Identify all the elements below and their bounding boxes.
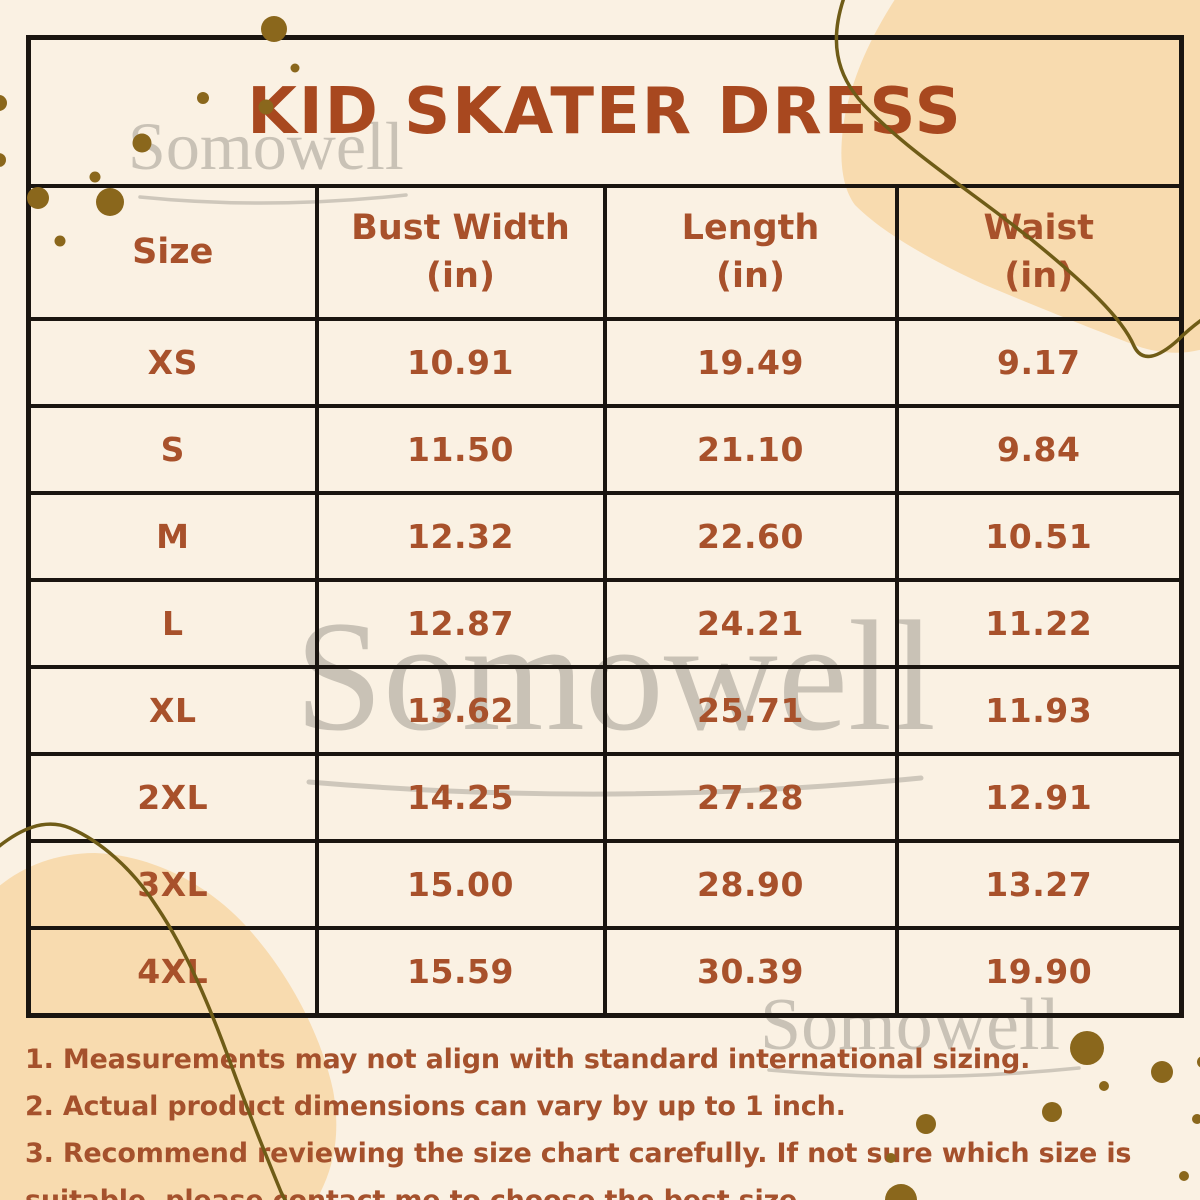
- note-line: 2. Actual product dimensions can vary by…: [25, 1091, 846, 1122]
- column-header-length: Length (in): [602, 184, 899, 321]
- size-cell: L: [26, 578, 319, 669]
- bust-cell: 12.87: [314, 578, 607, 669]
- waist-cell: 12.91: [894, 752, 1184, 843]
- note-line: 1. Measurements may not align with stand…: [25, 1044, 1031, 1075]
- size-cell: S: [26, 404, 319, 495]
- size-cell: 3XL: [26, 839, 319, 930]
- table-row: 2XL 14.25 27.28 12.91: [26, 752, 1184, 843]
- waist-cell: 11.22: [894, 578, 1184, 669]
- length-cell: 28.90: [602, 839, 899, 930]
- column-header-label: Bust Width: [351, 208, 570, 249]
- column-header-unit: (in): [426, 255, 495, 296]
- waist-cell: 13.27: [894, 839, 1184, 930]
- size-cell: 4XL: [26, 926, 319, 1018]
- bust-cell: 11.50: [314, 404, 607, 495]
- column-header-label: Size: [132, 231, 214, 272]
- footnotes: 1. Measurements may not align with stand…: [25, 1036, 1187, 1200]
- header-row: Size Bust Width (in) Length (in) Waist (…: [26, 184, 1184, 321]
- bust-cell: 10.91: [314, 317, 607, 408]
- column-header-unit: (in): [716, 255, 785, 296]
- size-table: KID SKATER DRESS Size Bust Width (in) Le…: [26, 35, 1184, 1018]
- waist-cell: 9.17: [894, 317, 1184, 408]
- table-row: XS 10.91 19.49 9.17: [26, 317, 1184, 408]
- column-header-label: Waist: [983, 208, 1095, 249]
- length-cell: 24.21: [602, 578, 899, 669]
- title-row: KID SKATER DRESS: [26, 35, 1184, 188]
- page-title: KID SKATER DRESS: [26, 35, 1184, 188]
- size-cell: XL: [26, 665, 319, 756]
- table-row: M 12.32 22.60 10.51: [26, 491, 1184, 582]
- table-row: S 11.50 21.10 9.84: [26, 404, 1184, 495]
- size-cell: M: [26, 491, 319, 582]
- waist-cell: 10.51: [894, 491, 1184, 582]
- length-cell: 25.71: [602, 665, 899, 756]
- waist-cell: 19.90: [894, 926, 1184, 1018]
- bust-cell: 15.00: [314, 839, 607, 930]
- length-cell: 19.49: [602, 317, 899, 408]
- bust-cell: 12.32: [314, 491, 607, 582]
- bust-cell: 15.59: [314, 926, 607, 1018]
- table-row: L 12.87 24.21 11.22: [26, 578, 1184, 669]
- size-cell: 2XL: [26, 752, 319, 843]
- column-header-size: Size: [26, 184, 319, 321]
- column-header-unit: (in): [1004, 255, 1074, 296]
- length-cell: 21.10: [602, 404, 899, 495]
- length-cell: 22.60: [602, 491, 899, 582]
- bust-cell: 13.62: [314, 665, 607, 756]
- table-row: 3XL 15.00 28.90 13.27: [26, 839, 1184, 930]
- length-cell: 30.39: [602, 926, 899, 1018]
- watermark-bottom-swoosh: [767, 1066, 1081, 1079]
- length-cell: 27.28: [602, 752, 899, 843]
- column-header-bust-width: Bust Width (in): [314, 184, 607, 321]
- column-header-waist: Waist (in): [894, 184, 1184, 321]
- table-row: 4XL 15.59 30.39 19.90: [26, 926, 1184, 1018]
- waist-cell: 9.84: [894, 404, 1184, 495]
- table-row: XL 13.62 25.71 11.93: [26, 665, 1184, 756]
- bust-cell: 14.25: [314, 752, 607, 843]
- waist-cell: 11.93: [894, 665, 1184, 756]
- note-line: 3. Recommend reviewing the size chart ca…: [25, 1138, 1132, 1200]
- column-header-label: Length: [681, 208, 820, 249]
- size-cell: XS: [26, 317, 319, 408]
